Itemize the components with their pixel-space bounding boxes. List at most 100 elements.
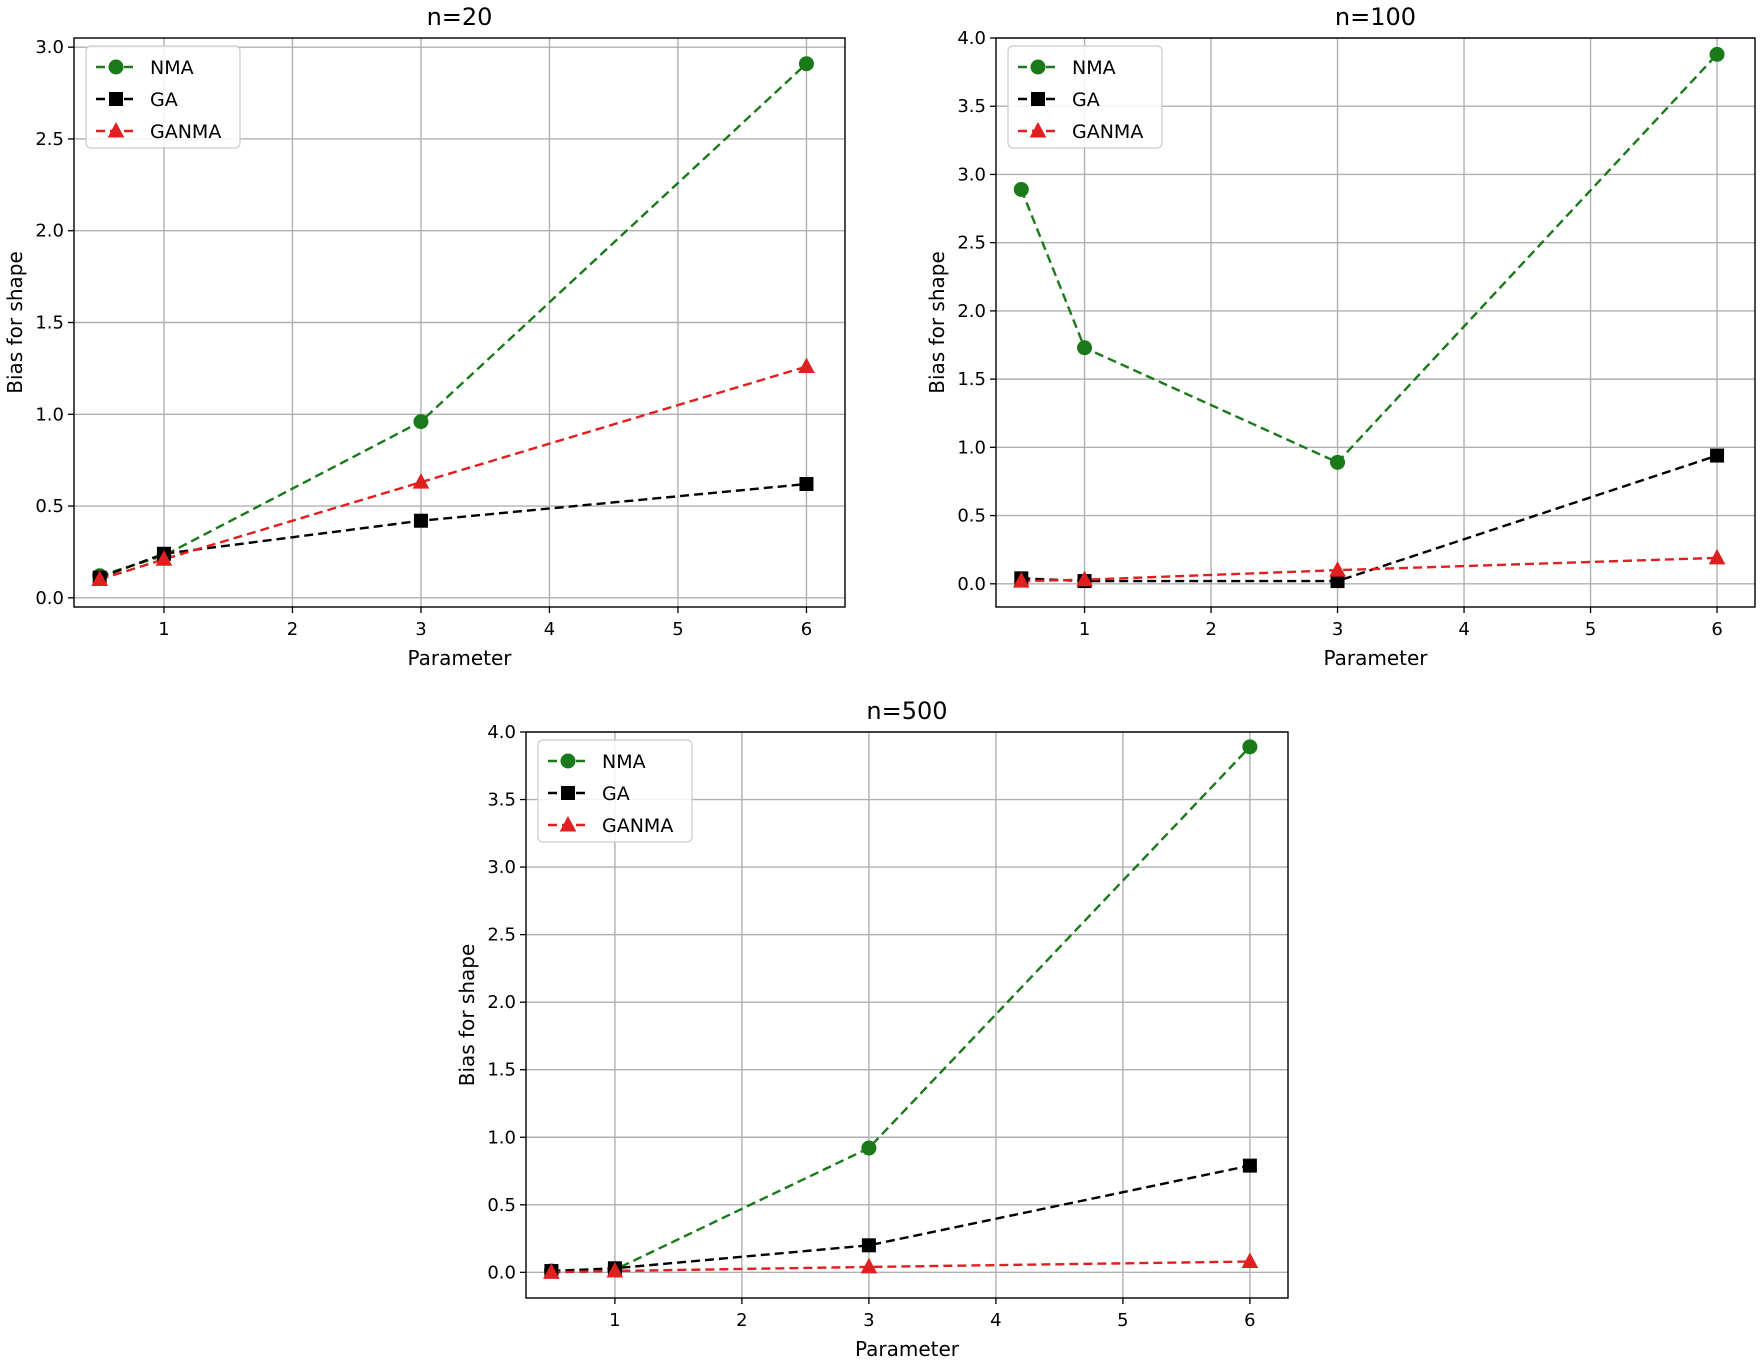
data-point-ga [1242, 1158, 1257, 1173]
data-point-ganma [1012, 572, 1030, 588]
y-tick-label: 2.5 [487, 925, 516, 946]
x-axis-label: Parameter [855, 1337, 960, 1361]
x-tick-label: 6 [1244, 1310, 1255, 1331]
series-line-nma [1020, 53, 1718, 464]
legend-label: GANMA [150, 121, 221, 143]
legend-item-nma: NMA [1018, 57, 1116, 79]
y-tick-label: 0.0 [487, 1262, 516, 1283]
legend-label: NMA [602, 751, 646, 773]
legend: NMA GA GANMA [537, 739, 693, 843]
x-tick-label: 4 [1458, 619, 1469, 640]
series-line-ganma [1021, 556, 1718, 583]
x-tick-label: 3 [1332, 619, 1343, 640]
y-tick-label: 1.0 [487, 1127, 516, 1148]
legend-marker [108, 59, 124, 75]
y-tick-label: 1.0 [957, 437, 986, 458]
data-point-ganma [1241, 1252, 1259, 1269]
data-point-nma [1330, 454, 1346, 470]
y-tick-label: 3.0 [487, 857, 516, 878]
legend-item-ganma: GANMA [548, 815, 673, 837]
y-axis-label: Bias for shape [3, 251, 27, 394]
data-point-ganma [606, 1261, 624, 1278]
data-point-ganma [1076, 570, 1093, 587]
legend-item-ganma: GANMA [96, 121, 221, 143]
legend-label: GA [1072, 89, 1100, 111]
x-tick-label: 2 [287, 619, 298, 640]
y-tick-label: 0.5 [35, 496, 64, 517]
chart-panel-1: 1 2 3 4 5 6 0.0 0.5 1.0 1.5 2.0 2.5 3.0 n=20 Parameter… [3, 3, 846, 670]
y-tick-label: 2.0 [35, 221, 64, 242]
data-point-ganma [543, 1263, 560, 1279]
x-tick-label: 1 [1079, 619, 1090, 640]
legend-label: NMA [150, 57, 194, 79]
x-tick-label: 2 [736, 1310, 747, 1331]
legend-label: GA [602, 783, 630, 805]
legend-marker [1030, 59, 1046, 75]
y-tick-label: 2.0 [957, 301, 986, 322]
data-point-ganma [1329, 561, 1346, 577]
axes-frame [995, 37, 1756, 608]
data-point-nma [1077, 340, 1093, 356]
legend-marker [1029, 121, 1047, 138]
legend: NMA GA GANMA [1007, 45, 1163, 149]
legend-item-nma: NMA [548, 751, 646, 773]
chart-title: n=100 [1335, 3, 1416, 31]
chart-panel-3: 1 2 3 4 5 6 0.0 0.5 1.0 1.5 2.0 2.5 3.0 3.5 4.0 n=500 Pa… [455, 697, 1289, 1361]
y-tick-label: 1.0 [35, 404, 64, 425]
legend-marker [561, 786, 575, 800]
legend-item-ganma: GANMA [1018, 121, 1143, 143]
x-tick-label: 5 [1117, 1310, 1128, 1331]
x-tick-label: 3 [863, 1310, 874, 1331]
y-tick-label: 1.5 [487, 1060, 516, 1081]
y-tick-label: 1.5 [35, 313, 64, 334]
data-point-nma [798, 56, 814, 72]
y-tick-label: 1.5 [957, 369, 986, 390]
x-tick-label: 2 [1205, 619, 1216, 640]
y-tick-label: 3.5 [957, 96, 986, 117]
y-tick-label: 3.0 [35, 37, 64, 58]
data-point-nma [1709, 46, 1725, 62]
x-tick-label: 6 [801, 619, 812, 640]
data-point-ganma [412, 473, 430, 489]
legend-marker [109, 92, 123, 106]
x-tick-label: 1 [609, 1310, 620, 1331]
data-point-nma [413, 414, 429, 430]
data-point-ganma [91, 570, 109, 586]
legend-item-nma: NMA [96, 57, 194, 79]
legend-marker [1031, 92, 1045, 106]
legend-label: NMA [1072, 57, 1116, 79]
x-tick-label: 4 [990, 1310, 1001, 1331]
y-tick-label: 4.0 [487, 722, 516, 743]
legend: NMA GA GANMA [85, 45, 241, 149]
y-tick-label: 2.5 [35, 129, 64, 150]
y-tick-label: 2.0 [487, 992, 516, 1013]
data-point-ganma [798, 357, 815, 374]
data-point-ga [1710, 448, 1725, 463]
x-tick-label: 5 [672, 619, 683, 640]
y-tick-label: 2.5 [957, 233, 986, 254]
chart-title: n=20 [427, 3, 493, 31]
y-tick-label: 0.5 [487, 1195, 516, 1216]
x-tick-label: 4 [544, 619, 555, 640]
y-tick-label: 4.0 [957, 28, 986, 49]
y-tick-label: 0.0 [35, 588, 64, 609]
legend-item-ga: GA [1018, 89, 1100, 111]
y-tick-label: 3.5 [487, 790, 516, 811]
legend-marker [560, 753, 576, 769]
data-point-nma [1242, 739, 1258, 755]
legend-marker [107, 121, 125, 138]
series-line-ganma [551, 1260, 1250, 1274]
data-point-ganma [860, 1257, 878, 1274]
data-point-nma [1013, 181, 1029, 197]
data-point-ga [413, 513, 428, 528]
y-tick-label: 0.5 [957, 506, 986, 527]
x-tick-label: 6 [1711, 619, 1722, 640]
series-line-ga [99, 482, 807, 579]
x-axis-label: Parameter [1323, 646, 1428, 670]
legend-label: GA [150, 89, 178, 111]
legend-item-ga: GA [96, 89, 178, 111]
chart-title: n=500 [866, 697, 947, 725]
y-tick-label: 3.0 [957, 164, 986, 185]
legend-box [537, 739, 693, 843]
